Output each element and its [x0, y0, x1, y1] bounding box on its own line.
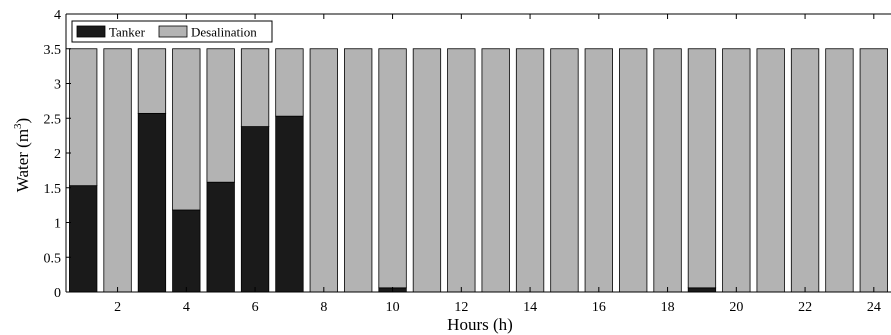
- axes-layer: 00.511.522.533.542 4 6 8 10 12 14 16 18 20 22 24: [44, 8, 891, 315]
- y-axis-label-end: ): [13, 118, 32, 124]
- bar-desalination-hour-24: [859, 48, 888, 293]
- bar-desalination-hour-11: [412, 48, 442, 293]
- legend-label-desalination: Desalination: [191, 25, 257, 40]
- bar-tanker-hour-5: [206, 181, 235, 293]
- bar-tanker-hour-4: [172, 209, 201, 293]
- bar-desalination-hour-18: [653, 48, 682, 293]
- bar-desalination-hour-7: [275, 48, 304, 117]
- x-tick-label: 4: [183, 300, 190, 315]
- x-tick-label: 22: [798, 300, 812, 315]
- y-tick-label: 2.5: [44, 112, 62, 127]
- y-tick-label: 1: [54, 217, 61, 232]
- bar-desalination-hour-5: [206, 48, 235, 183]
- bar-desalination-hour-12: [447, 48, 476, 293]
- legend-swatch-desalination: [158, 25, 188, 38]
- x-tick-label: 8: [320, 300, 327, 315]
- bar-desalination-hour-2: [103, 48, 132, 293]
- x-tick-label: 24: [867, 300, 881, 315]
- x-tick-label: 10: [386, 300, 400, 315]
- bar-tanker-hour-1: [69, 185, 98, 293]
- bars-layer: [69, 48, 888, 293]
- y-tick-label: 1.5: [44, 182, 62, 197]
- bar-desalination-hour-14: [515, 48, 545, 293]
- bar-desalination-hour-21: [756, 48, 785, 293]
- x-tick-label: 12: [454, 300, 468, 315]
- bar-desalination-hour-8: [309, 48, 338, 293]
- x-tick-label: 16: [592, 300, 606, 315]
- x-tick-label: 18: [661, 300, 675, 315]
- bar-desalination-hour-19: [687, 48, 717, 289]
- x-tick-label: 14: [523, 300, 537, 315]
- legend-label-tanker: Tanker: [109, 25, 146, 40]
- bar-desalination-hour-20: [722, 48, 751, 293]
- bar-desalination-hour-15: [550, 48, 579, 293]
- y-axis-label: Water (m3): [12, 118, 32, 192]
- y-axis-label-main: Water (m: [13, 129, 32, 192]
- bar-desalination-hour-3: [137, 48, 167, 114]
- bar-desalination-hour-4: [172, 48, 201, 211]
- bar-tanker-hour-19: [687, 287, 717, 293]
- bar-desalination-hour-23: [825, 48, 854, 293]
- x-tick-label: 2: [114, 300, 121, 315]
- legend-swatch-tanker: [76, 25, 106, 38]
- bar-tanker-hour-6: [240, 126, 270, 293]
- bar-desalination-hour-1: [69, 48, 98, 187]
- bar-desalination-hour-22: [790, 48, 820, 293]
- y-tick-label: 0: [54, 286, 61, 301]
- bar-desalination-hour-13: [481, 48, 510, 293]
- x-tick-label: 6: [252, 300, 259, 315]
- bar-desalination-hour-6: [240, 48, 270, 127]
- y-axis-label-sup: 3: [12, 123, 24, 129]
- y-tick-label: 3: [54, 78, 61, 93]
- bar-desalination-hour-9: [344, 48, 373, 293]
- x-axis-label: Hours (h): [447, 315, 513, 334]
- bar-tanker-hour-7: [275, 115, 304, 293]
- bar-desalination-hour-16: [584, 48, 613, 293]
- y-tick-label: 3.5: [44, 43, 62, 58]
- y-tick-label: 2: [54, 147, 61, 162]
- bar-desalination-hour-10: [378, 48, 407, 289]
- bar-desalination-hour-17: [619, 48, 648, 293]
- x-tick-label: 20: [729, 300, 743, 315]
- y-tick-label: 4: [54, 8, 61, 23]
- bar-tanker-hour-3: [137, 112, 167, 293]
- legend: Tanker Desalination: [71, 20, 273, 43]
- y-tick-label: 0.5: [44, 251, 62, 266]
